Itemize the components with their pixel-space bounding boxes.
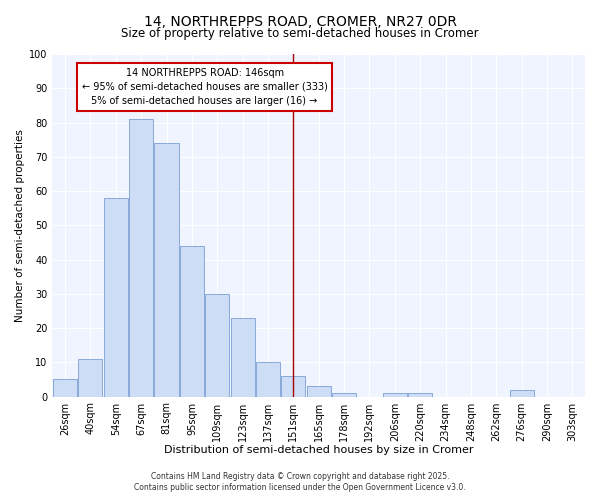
Bar: [79, 359, 103, 397]
Text: 14, NORTHREPPS ROAD, CROMER, NR27 0DR: 14, NORTHREPPS ROAD, CROMER, NR27 0DR: [143, 15, 457, 29]
Bar: [281, 376, 305, 396]
Text: Contains HM Land Registry data © Crown copyright and database right 2025.
Contai: Contains HM Land Registry data © Crown c…: [134, 472, 466, 492]
Bar: [154, 143, 179, 397]
Bar: [205, 294, 229, 396]
Bar: [383, 393, 407, 396]
Bar: [408, 393, 432, 396]
Text: Size of property relative to semi-detached houses in Cromer: Size of property relative to semi-detach…: [121, 28, 479, 40]
Bar: [104, 198, 128, 396]
X-axis label: Distribution of semi-detached houses by size in Cromer: Distribution of semi-detached houses by …: [164, 445, 473, 455]
Bar: [509, 390, 533, 396]
Bar: [129, 119, 153, 396]
Bar: [53, 380, 77, 396]
Y-axis label: Number of semi-detached properties: Number of semi-detached properties: [15, 129, 25, 322]
Bar: [332, 393, 356, 396]
Bar: [230, 318, 254, 396]
Bar: [180, 246, 204, 396]
Bar: [256, 362, 280, 396]
Text: 14 NORTHREPPS ROAD: 146sqm
← 95% of semi-detached houses are smaller (333)
5% of: 14 NORTHREPPS ROAD: 146sqm ← 95% of semi…: [82, 68, 328, 106]
Bar: [307, 386, 331, 396]
